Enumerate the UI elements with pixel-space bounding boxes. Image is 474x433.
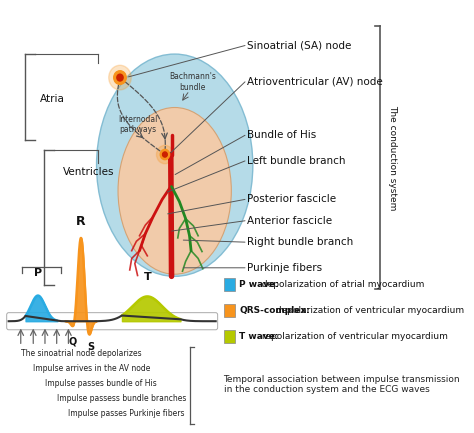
Bar [224,278,235,291]
Text: Right bundle branch: Right bundle branch [247,237,353,247]
Text: Left bundle branch: Left bundle branch [247,156,346,166]
Circle shape [109,65,131,90]
Text: depolarization of ventricular myocardium: depolarization of ventricular myocardium [273,306,464,315]
Circle shape [163,152,167,157]
Text: Bundle of His: Bundle of His [247,130,316,140]
Text: Impulse passes bundle of His: Impulse passes bundle of His [45,379,157,388]
Text: T: T [144,272,151,282]
Circle shape [156,145,173,164]
Text: T wave:: T wave: [239,332,279,341]
Text: R: R [76,215,86,228]
Ellipse shape [97,54,253,276]
Text: Q: Q [68,337,76,347]
Text: Impulse arrives in the AV node: Impulse arrives in the AV node [33,364,151,373]
Circle shape [117,74,123,81]
Text: Bachmann's
bundle: Bachmann's bundle [169,72,216,91]
Text: Impulse passes Purkinje fibers: Impulse passes Purkinje fibers [68,409,185,418]
Ellipse shape [118,107,231,274]
Text: Purkinje fibers: Purkinje fibers [247,263,322,273]
Text: The conduction system: The conduction system [388,105,397,210]
Bar [224,330,235,343]
Text: Impulse passess bundle branches: Impulse passess bundle branches [57,394,186,403]
FancyBboxPatch shape [7,313,218,330]
Text: Anterior fascicle: Anterior fascicle [247,216,332,226]
Text: P wave:: P wave: [239,281,279,289]
Text: Sinoatrial (SA) node: Sinoatrial (SA) node [247,41,351,51]
Text: repolarization of ventricular myocardium: repolarization of ventricular myocardium [259,332,448,341]
Text: Posterior fascicle: Posterior fascicle [247,194,336,204]
Text: depolarization of atrial myocardium: depolarization of atrial myocardium [259,281,424,289]
Text: Atrioventricular (AV) node: Atrioventricular (AV) node [247,77,383,87]
Text: Temporal association between impulse transmission
in the conduction system and t: Temporal association between impulse tra… [224,375,460,394]
Text: QRS-complex:: QRS-complex: [239,306,310,315]
Text: Ventricles: Ventricles [64,167,115,177]
Text: Atria: Atria [40,94,65,104]
Circle shape [114,71,126,84]
Text: P: P [34,268,42,278]
Text: Internodal
pathways: Internodal pathways [118,115,157,134]
Text: S: S [88,343,95,352]
Bar [224,304,235,317]
Circle shape [160,149,170,160]
Text: The sinoatrial node depolarizes: The sinoatrial node depolarizes [21,349,141,358]
